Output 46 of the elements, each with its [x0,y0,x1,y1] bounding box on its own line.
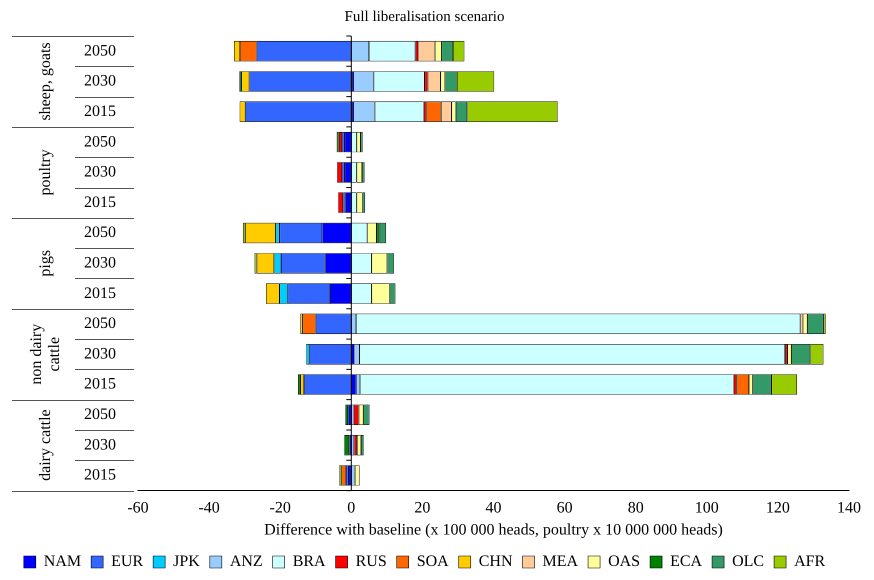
x-tick-label: 0 [347,499,356,516]
legend-label: OLC [732,553,764,570]
y-tick-label: 2015 [84,102,116,120]
y-tick-label: 2030 [84,254,116,272]
y-tick-label: 2050 [84,406,116,424]
legend-label: OAS [608,553,640,570]
x-tick-label: -60 [127,499,149,516]
x-tick-label: 140 [837,499,861,516]
legend-label: NAM [44,553,82,570]
legend-label: RUS [356,553,387,570]
y-tick-label: 2050 [84,42,116,60]
chart-title: Full liberalisation scenario [344,8,504,25]
y-tick-label: 2015 [84,284,116,302]
y-tick-label: 2015 [84,466,116,484]
legend-label: ECA [670,553,703,570]
legend-label: JPK [173,553,200,570]
y-tick-label: 2050 [84,224,116,242]
legend-label: EUR [111,553,144,570]
text: pigs [37,250,54,277]
legend-label: AFR [794,553,826,570]
legend-label: BRA [292,553,326,570]
x-tick-label: 20 [414,499,430,516]
x-tick-label: 60 [556,499,573,516]
text: non dairy cattle [28,324,64,385]
legend-label: ANZ [230,553,263,570]
x-tick-label: 120 [766,499,790,516]
x-tick-label: 80 [628,499,644,516]
x-tick-label: 100 [694,499,719,516]
y-tick-label: 2050 [84,315,116,332]
text: poultry [37,149,54,196]
legend-label: MEA [542,553,579,570]
y-tick-label: 2030 [84,436,116,454]
text: sheep, goats [37,42,54,121]
y-tick-label: 2030 [84,164,116,181]
y-tick-label: 2015 [84,376,116,393]
y-tick-label: 2050 [84,133,116,150]
text: dairy cattle [37,409,54,481]
x-tick-label: -40 [198,499,220,516]
legend-label: SOA [416,553,450,570]
x-tick-label: -20 [270,499,291,516]
y-tick-label: 2015 [84,194,116,211]
y-tick-label: 2030 [84,72,116,90]
x-axis-title: Difference with baseline (x 100 000 heads, poultry x 10 000 000 heads) [264,522,723,539]
x-tick-label: 40 [486,499,502,516]
y-tick-label: 2030 [84,345,116,362]
legend-label: CHN [478,553,513,570]
